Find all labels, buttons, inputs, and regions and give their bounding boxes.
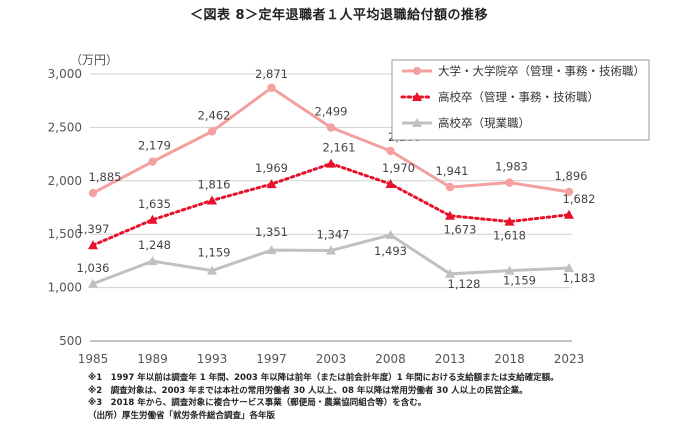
x-tick-label: 1989 xyxy=(137,352,168,366)
data-point xyxy=(445,210,455,220)
data-point xyxy=(564,209,574,219)
data-label: 1,159 xyxy=(503,274,536,288)
legend-label: 高校卒（管理・事務・技術職） xyxy=(438,90,599,104)
data-label: 1,969 xyxy=(255,161,288,175)
data-label: 1,673 xyxy=(444,223,477,237)
footnote-1: ※1 1997 年以前は調査年 1 年間、2003 年以降は前年（または前会計年… xyxy=(88,373,559,383)
x-tick-label: 2018 xyxy=(494,352,525,366)
data-label: 2,179 xyxy=(138,139,171,153)
data-label: 1,896 xyxy=(555,169,588,183)
data-point xyxy=(504,216,515,226)
footnote-2: ※2 調査対象は、2003 年までは本社の常用労働者 30 人以上、08 年以降… xyxy=(88,385,528,396)
x-tick-label: 1997 xyxy=(256,352,287,366)
data-point xyxy=(385,179,396,189)
y-tick-label: 3,000 xyxy=(48,67,82,81)
footnote-3: ※3 2018 年から、調査対象に複合サービス事業（郵便局・農業協同組合等）を含… xyxy=(88,398,427,409)
legend-marker xyxy=(412,118,422,127)
data-point xyxy=(88,240,98,250)
line-chart: 500 1,000 1,500 2,000 2,500 3,000（万円） 1985 1989… xyxy=(48,53,650,366)
series-3: 1,036 1,248 1,159 1,351 1,347 1,493 1,128 1,159… xyxy=(77,225,596,291)
data-point xyxy=(88,278,98,288)
chart-title: ＜図表 8＞定年退職者１人平均退職給付額の推移 xyxy=(189,8,489,23)
data-point xyxy=(266,245,277,255)
y-tick-label: 500 xyxy=(59,334,82,348)
data-point xyxy=(326,158,336,168)
data-point xyxy=(445,268,455,278)
data-point xyxy=(564,187,574,197)
data-label: 1,351 xyxy=(255,225,288,239)
data-point xyxy=(267,83,276,92)
data-point xyxy=(207,265,217,275)
x-tick-label: 1993 xyxy=(197,352,228,366)
data-label: 2,499 xyxy=(315,105,348,119)
data-point xyxy=(88,188,98,198)
x-tick-label: 2023 xyxy=(554,352,585,366)
data-label: 1,970 xyxy=(382,161,415,175)
x-tick-label: 2008 xyxy=(375,352,406,366)
data-point xyxy=(326,123,336,132)
legend-marker xyxy=(412,92,422,101)
data-label: 1,347 xyxy=(317,228,350,242)
data-label: 1,493 xyxy=(374,244,407,258)
data-point xyxy=(148,157,157,166)
data-label: 1,036 xyxy=(77,261,110,275)
data-point xyxy=(505,178,514,187)
data-point xyxy=(266,179,277,189)
data-label: 1,682 xyxy=(563,192,596,206)
y-tick-label: 1,500 xyxy=(48,227,82,241)
data-point xyxy=(504,265,515,275)
data-label: 1,816 xyxy=(198,177,231,191)
legend: 大学・大学院卒（管理・事務・技術職） 高校卒（管理・事務・技術職） 高校卒（現業職） xyxy=(391,59,650,141)
data-label: 1,248 xyxy=(138,238,171,252)
data-point xyxy=(326,245,336,255)
data-label: 1,885 xyxy=(89,170,122,184)
x-tick-label: 2003 xyxy=(316,352,347,366)
data-point xyxy=(147,256,158,266)
data-point xyxy=(207,127,217,136)
footnote-source: （出所）厚生労働省「就労条件総合調査」各年版 xyxy=(88,410,276,421)
data-point xyxy=(385,229,396,239)
data-label: 2,462 xyxy=(198,108,231,122)
data-label: 1,159 xyxy=(198,246,231,260)
data-point xyxy=(207,195,217,205)
data-point xyxy=(386,146,395,156)
data-label: 1,128 xyxy=(448,277,481,291)
data-label: 2,871 xyxy=(255,67,288,81)
y-tick-label: 1,000 xyxy=(48,281,82,295)
x-tick-label: 2013 xyxy=(435,352,466,366)
data-label: 1,397 xyxy=(77,222,110,236)
data-label: 1,183 xyxy=(563,271,596,285)
legend-label: 大学・大学院卒（管理・事務・技術職） xyxy=(438,64,645,78)
data-label: 1,635 xyxy=(138,197,171,211)
data-point xyxy=(564,263,574,273)
y-unit-label: （万円） xyxy=(70,53,118,67)
data-point xyxy=(147,214,158,224)
data-label: 1,618 xyxy=(493,229,526,243)
data-label: 1,983 xyxy=(495,160,528,174)
legend-label: 高校卒（現業職） xyxy=(438,116,530,130)
series-2: 1,397 1,635 1,816 1,969 2,161 1,970 1,673 1,618… xyxy=(77,141,596,250)
x-tick-label: 1985 xyxy=(78,352,109,366)
data-label: 2,161 xyxy=(323,141,356,155)
y-tick-label: 2,000 xyxy=(48,174,82,188)
data-point xyxy=(445,182,455,192)
legend-marker xyxy=(413,67,421,75)
data-label: 1,941 xyxy=(436,164,469,178)
footnotes: ※1 1997 年以前は調査年 1 年間、2003 年以降は前年（または前会計年… xyxy=(88,372,559,422)
y-tick-label: 2,500 xyxy=(48,120,82,134)
legend-box xyxy=(391,59,650,141)
